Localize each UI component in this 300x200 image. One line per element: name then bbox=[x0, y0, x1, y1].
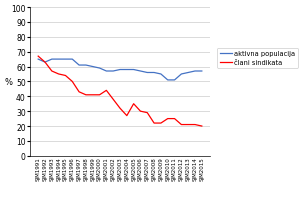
aktivna populacija bbox=[152, 72, 156, 74]
aktivna populacija bbox=[180, 73, 183, 76]
člani sindikata bbox=[193, 124, 197, 126]
aktivna populacija bbox=[111, 70, 115, 73]
člani sindikata bbox=[132, 103, 135, 105]
člani sindikata bbox=[43, 62, 47, 64]
člani sindikata bbox=[111, 99, 115, 101]
člani sindikata bbox=[98, 94, 101, 97]
Legend: aktivna populacija, člani sindikata: aktivna populacija, člani sindikata bbox=[217, 48, 298, 68]
aktivna populacija bbox=[64, 59, 67, 61]
člani sindikata bbox=[64, 75, 67, 77]
člani sindikata bbox=[50, 70, 54, 73]
aktivna populacija bbox=[146, 72, 149, 74]
aktivna populacija bbox=[98, 67, 101, 70]
člani sindikata bbox=[84, 94, 88, 97]
aktivna populacija bbox=[57, 59, 60, 61]
aktivna populacija bbox=[132, 69, 135, 71]
aktivna populacija bbox=[70, 59, 74, 61]
aktivna populacija bbox=[186, 72, 190, 74]
člani sindikata bbox=[70, 81, 74, 83]
aktivna populacija bbox=[125, 69, 129, 71]
aktivna populacija bbox=[77, 65, 81, 67]
aktivna populacija bbox=[50, 59, 54, 61]
člani sindikata bbox=[166, 118, 169, 120]
aktivna populacija bbox=[84, 65, 88, 67]
člani sindikata bbox=[173, 118, 176, 120]
aktivna populacija bbox=[166, 79, 169, 82]
aktivna populacija bbox=[159, 73, 163, 76]
Y-axis label: %: % bbox=[4, 78, 13, 86]
aktivna populacija bbox=[173, 79, 176, 82]
aktivna populacija bbox=[105, 70, 108, 73]
člani sindikata bbox=[118, 107, 122, 110]
Line: člani sindikata: člani sindikata bbox=[38, 57, 202, 126]
aktivna populacija bbox=[200, 70, 204, 73]
člani sindikata bbox=[200, 125, 204, 128]
člani sindikata bbox=[36, 56, 40, 58]
aktivna populacija bbox=[139, 70, 142, 73]
aktivna populacija bbox=[193, 70, 197, 73]
člani sindikata bbox=[91, 94, 94, 97]
aktivna populacija bbox=[118, 69, 122, 71]
člani sindikata bbox=[180, 124, 183, 126]
člani sindikata bbox=[105, 90, 108, 92]
člani sindikata bbox=[186, 124, 190, 126]
člani sindikata bbox=[139, 110, 142, 113]
Line: aktivna populacija: aktivna populacija bbox=[38, 60, 202, 81]
aktivna populacija bbox=[43, 62, 47, 64]
člani sindikata bbox=[146, 112, 149, 114]
člani sindikata bbox=[152, 122, 156, 125]
člani sindikata bbox=[57, 73, 60, 76]
člani sindikata bbox=[159, 122, 163, 125]
člani sindikata bbox=[77, 91, 81, 94]
aktivna populacija bbox=[36, 59, 40, 61]
člani sindikata bbox=[125, 115, 129, 117]
aktivna populacija bbox=[91, 66, 94, 68]
